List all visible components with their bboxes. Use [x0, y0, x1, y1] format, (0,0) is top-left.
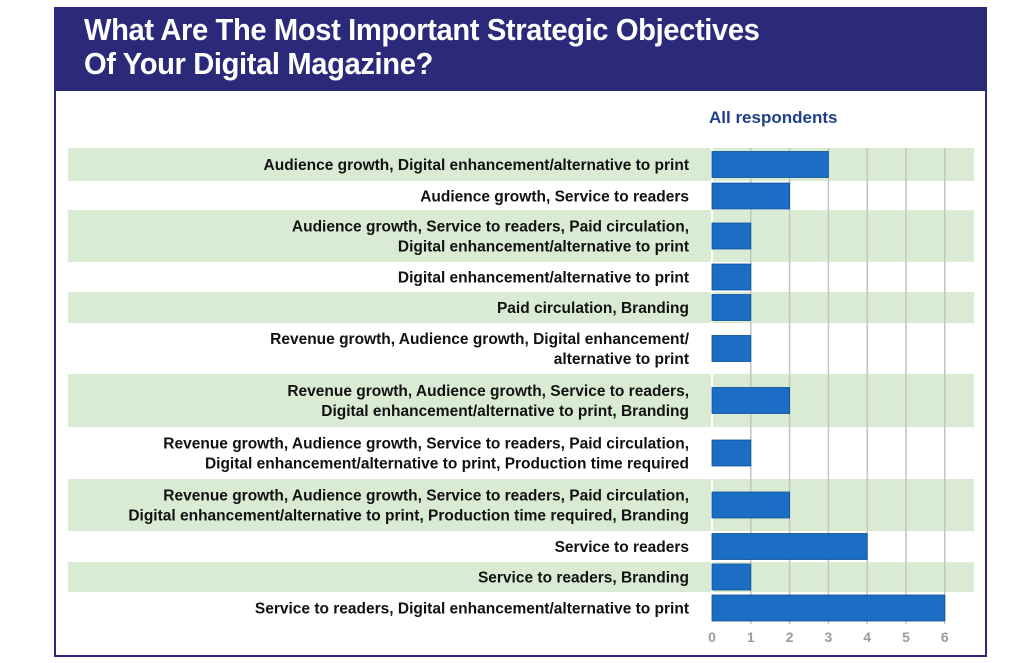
x-tick-label: 2 [786, 629, 794, 645]
category-label: Audience growth, Service to readers, Pai… [292, 219, 689, 236]
x-tick-label: 4 [863, 629, 871, 645]
bar [711, 563, 752, 591]
category-label: Revenue growth, Audience growth, Service… [163, 436, 689, 453]
category-label: Service to readers, Digital enhancement/… [255, 601, 689, 618]
category-label: Revenue growth, Audience growth, Service… [163, 488, 689, 505]
bar [711, 263, 752, 291]
category-label: Digital enhancement/alternative to print… [205, 456, 689, 473]
chart-title: What Are The Most Important Strategic Ob… [84, 12, 760, 81]
category-label: Digital enhancement/alternative to print… [321, 403, 689, 420]
category-label: Paid circulation, Branding [497, 300, 689, 317]
category-label: Audience growth, Service to readers [420, 189, 689, 206]
bar [711, 594, 946, 622]
bar [711, 387, 790, 414]
x-tick-label: 3 [825, 629, 833, 645]
row-band [68, 479, 974, 531]
bar [711, 294, 752, 321]
row-band [68, 562, 974, 592]
row-band [68, 210, 974, 262]
category-label: Digital enhancement/alternative to print [398, 270, 689, 287]
x-tick-label: 1 [747, 629, 755, 645]
bar [711, 533, 868, 560]
x-tick-label: 0 [708, 629, 716, 645]
chart-frame: What Are The Most Important Strategic Ob… [54, 7, 987, 657]
category-label: Service to readers [555, 539, 689, 556]
category-label: Revenue growth, Audience growth, Service… [287, 383, 689, 400]
x-tick-label: 5 [902, 629, 910, 645]
bar [711, 222, 752, 250]
bar [711, 151, 829, 178]
category-label: alternative to print [554, 351, 689, 368]
category-label: Digital enhancement/alternative to print [398, 239, 689, 256]
series-label: All respondents [709, 108, 837, 127]
category-label: Service to readers, Branding [478, 570, 689, 587]
bar-chart: Audience growth, Digital enhancement/alt… [68, 108, 974, 645]
category-label: Digital enhancement/alternative to print… [128, 508, 689, 525]
bar [711, 439, 752, 467]
row-band [68, 292, 974, 323]
x-tick-label: 6 [941, 629, 949, 645]
bar [711, 491, 790, 519]
row-band [68, 374, 974, 427]
bar [711, 335, 752, 362]
category-label: Revenue growth, Audience growth, Digital… [270, 331, 690, 348]
category-label: Audience growth, Digital enhancement/alt… [264, 157, 689, 174]
title-banner: What Are The Most Important Strategic Ob… [56, 9, 985, 91]
bar [711, 182, 790, 210]
